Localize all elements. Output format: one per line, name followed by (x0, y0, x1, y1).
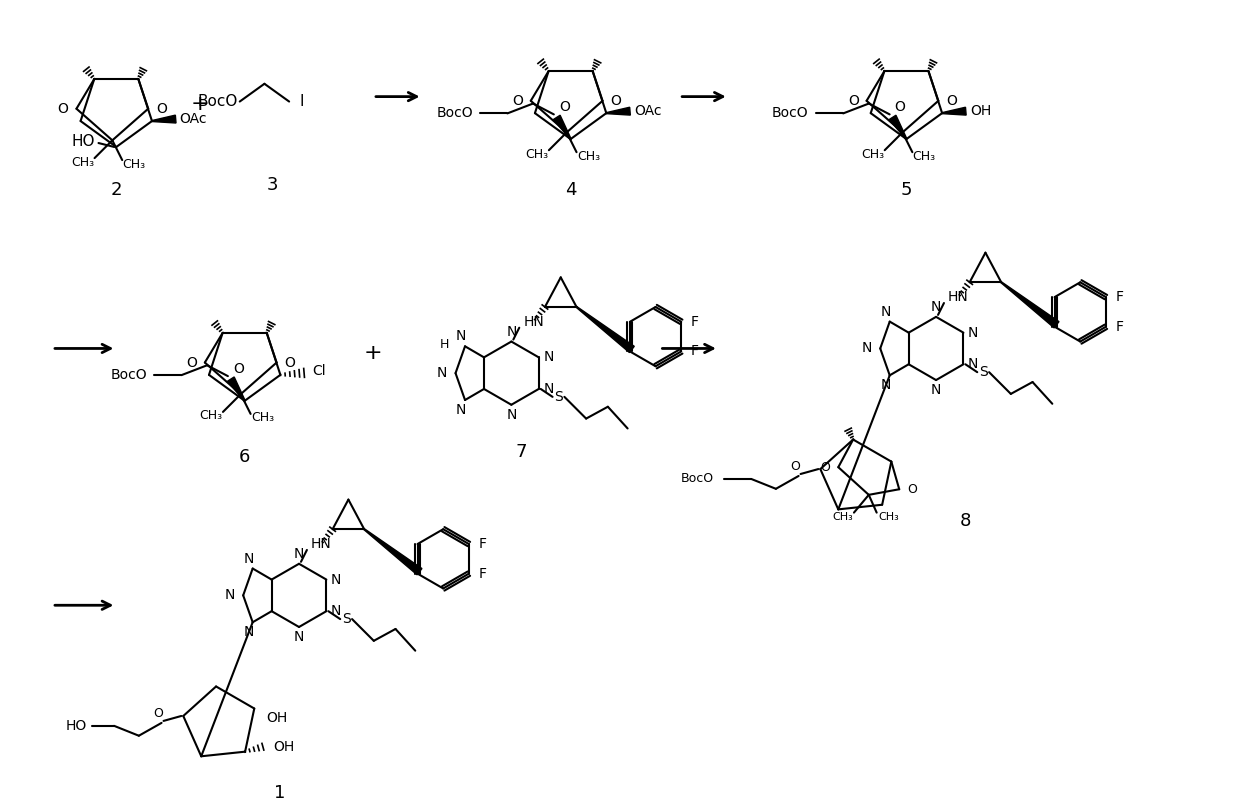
Text: N: N (862, 342, 872, 355)
Text: N: N (456, 330, 466, 343)
Text: O: O (894, 101, 905, 114)
Text: N: N (331, 572, 341, 587)
Text: S: S (554, 390, 563, 404)
Text: N: N (506, 408, 517, 422)
Text: N: N (331, 604, 341, 618)
Text: O: O (156, 102, 167, 116)
Text: CH₃: CH₃ (526, 147, 548, 160)
Text: O: O (512, 93, 523, 108)
Text: N: N (456, 403, 466, 417)
Polygon shape (606, 107, 630, 115)
Text: BocO: BocO (110, 368, 146, 382)
Polygon shape (227, 377, 246, 401)
Polygon shape (889, 115, 906, 139)
Text: +: + (191, 93, 210, 114)
Text: CH₃: CH₃ (71, 156, 94, 168)
Text: N: N (543, 382, 554, 396)
Text: N: N (968, 357, 978, 372)
Text: Cl: Cl (312, 364, 326, 378)
Text: S: S (980, 365, 988, 379)
Polygon shape (942, 107, 966, 115)
Text: F: F (691, 315, 699, 329)
Text: CH₃: CH₃ (878, 512, 899, 521)
Text: CH₃: CH₃ (833, 512, 853, 521)
Text: N: N (880, 378, 892, 393)
Text: H: H (440, 338, 449, 351)
Text: HO: HO (66, 719, 87, 733)
Text: N: N (224, 588, 234, 602)
Text: N: N (436, 366, 446, 380)
Text: O: O (908, 483, 918, 496)
Text: O: O (559, 101, 569, 114)
Text: O: O (610, 93, 621, 108)
Text: N: N (931, 300, 941, 314)
Text: BocO: BocO (681, 472, 714, 485)
Text: 5: 5 (900, 181, 913, 199)
Text: O: O (186, 355, 197, 369)
Text: 8: 8 (960, 513, 971, 530)
Text: N: N (880, 305, 892, 318)
Text: N: N (243, 551, 254, 566)
Text: CH₃: CH₃ (913, 150, 936, 163)
Text: N: N (543, 351, 554, 364)
Text: BocO: BocO (197, 94, 238, 109)
Text: 7: 7 (516, 443, 527, 461)
Text: CH₃: CH₃ (250, 411, 274, 424)
Text: HN: HN (523, 315, 544, 329)
Text: F: F (691, 344, 699, 359)
Text: 4: 4 (565, 181, 577, 199)
Text: BocO: BocO (436, 106, 472, 120)
Polygon shape (577, 306, 635, 352)
Polygon shape (553, 115, 572, 139)
Text: +: + (363, 343, 382, 364)
Text: 6: 6 (239, 448, 250, 466)
Text: O: O (284, 355, 295, 369)
Text: N: N (931, 383, 941, 397)
Text: O: O (233, 362, 244, 376)
Text: HN: HN (947, 290, 968, 304)
Text: O: O (821, 461, 831, 474)
Text: F: F (1116, 320, 1123, 334)
Text: CH₃: CH₃ (123, 157, 145, 171)
Text: O: O (58, 102, 68, 116)
Text: HN: HN (311, 537, 331, 551)
Polygon shape (153, 115, 176, 123)
Text: N: N (968, 326, 978, 339)
Text: N: N (243, 625, 254, 639)
Text: N: N (294, 629, 304, 644)
Text: OH: OH (267, 712, 288, 725)
Text: O: O (946, 93, 957, 108)
Text: 1: 1 (274, 784, 285, 802)
Polygon shape (363, 529, 422, 575)
Text: N: N (506, 325, 517, 339)
Text: BocO: BocO (773, 106, 808, 120)
Text: F: F (479, 567, 486, 580)
Text: OH: OH (970, 104, 991, 118)
Text: OH: OH (273, 740, 294, 754)
Text: O: O (848, 93, 858, 108)
Text: F: F (1116, 290, 1123, 304)
Polygon shape (1001, 282, 1059, 328)
Text: O: O (154, 707, 164, 720)
Text: 2: 2 (110, 181, 122, 199)
Text: OAc: OAc (180, 112, 207, 126)
Text: S: S (342, 612, 351, 626)
Text: HO: HO (71, 134, 94, 148)
Text: I: I (299, 94, 304, 109)
Text: F: F (479, 537, 486, 551)
Text: CH₃: CH₃ (200, 409, 223, 422)
Text: 3: 3 (267, 177, 278, 194)
Text: CH₃: CH₃ (577, 150, 600, 163)
Text: O: O (791, 459, 801, 472)
Text: CH₃: CH₃ (862, 147, 884, 160)
Text: OAc: OAc (634, 104, 661, 118)
Text: N: N (294, 547, 304, 561)
